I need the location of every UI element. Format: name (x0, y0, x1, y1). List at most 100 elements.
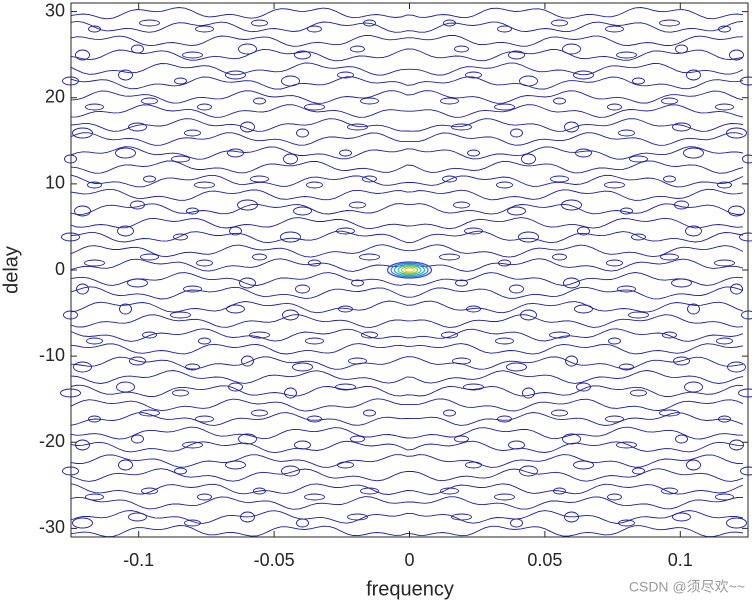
contour-line (685, 382, 703, 392)
contour-line (727, 518, 747, 528)
contour-line (632, 234, 646, 240)
contour-line (522, 154, 536, 164)
watermark: CSDN @须尽欢~~ (629, 579, 745, 595)
contour-line (71, 231, 743, 243)
contour-line (282, 466, 300, 476)
contour-line (252, 410, 268, 416)
contour-line (308, 26, 322, 32)
contour-line (185, 130, 201, 136)
contour-line (633, 468, 645, 474)
contour-line (629, 312, 649, 318)
contour-line (663, 332, 677, 338)
contour-line (171, 312, 191, 318)
contour-line (88, 182, 102, 188)
contour-line (495, 104, 515, 110)
contour-line (466, 462, 482, 468)
contour-line (308, 416, 322, 422)
contour-line (71, 35, 743, 46)
contour-line (576, 149, 592, 157)
contour-line (71, 245, 743, 257)
x-tick-label: 0.1 (668, 550, 693, 570)
contour-line (71, 526, 743, 537)
contour-line (71, 357, 743, 370)
contour-line (128, 279, 148, 287)
contour-line (662, 98, 678, 104)
y-tick-label: -10 (39, 345, 65, 365)
contour-line (496, 338, 514, 344)
x-tick-label: -0.05 (254, 550, 295, 570)
contour-line (119, 70, 133, 80)
contour-line (71, 8, 743, 19)
y-tick-label: 10 (45, 173, 65, 193)
contour-line (238, 200, 258, 210)
contour-line (507, 363, 527, 371)
contour-line (297, 519, 309, 527)
contour-line (195, 182, 215, 188)
contour-line (364, 410, 376, 416)
contour-line (662, 488, 678, 494)
contour-line (554, 98, 566, 104)
contour-line (564, 278, 580, 288)
contour-line (71, 147, 743, 160)
contour-line (676, 45, 688, 53)
contour-line (197, 260, 213, 266)
contour-line (281, 232, 301, 242)
contour-line (618, 286, 636, 292)
contour-line (227, 305, 245, 313)
contour-line (142, 488, 158, 494)
contour-line (443, 176, 457, 182)
contour-line (441, 98, 459, 104)
y-axis-label: delay (0, 246, 22, 294)
contour-line (282, 76, 300, 86)
contour-line (619, 130, 635, 136)
contour-line (253, 254, 267, 260)
contour-line (71, 133, 743, 146)
contour-line (511, 519, 523, 527)
contour-line (71, 49, 743, 61)
y-tick-label: 30 (45, 0, 65, 20)
contour-line (71, 427, 743, 439)
contour-line (523, 388, 535, 398)
contour-line (307, 182, 323, 188)
contour-line (575, 305, 593, 313)
contour-line (509, 441, 525, 449)
contour-line (731, 284, 743, 294)
x-axis-label: frequency (366, 578, 454, 600)
contour-line (672, 279, 692, 287)
contour-line (71, 399, 743, 411)
contour-line (198, 104, 212, 110)
contour-line (305, 104, 325, 110)
contour-line (71, 344, 743, 355)
contour-line (71, 287, 743, 299)
x-tick-label: -0.1 (123, 550, 154, 570)
plot-frame (71, 3, 748, 537)
contour-line (175, 78, 187, 84)
y-tick-label: 20 (45, 86, 65, 106)
contour-line (349, 358, 367, 364)
contour-line (350, 202, 366, 208)
contour-line (455, 46, 469, 52)
contour-line (444, 410, 456, 416)
contour-line (254, 98, 266, 104)
x-tick-label: 0 (404, 550, 414, 570)
contour-line (71, 105, 743, 118)
contour-line (741, 467, 752, 475)
contour-line (360, 254, 380, 260)
contour-line (605, 182, 625, 188)
contour-line (606, 26, 624, 32)
contour-line (183, 442, 203, 448)
contour-line (715, 260, 735, 266)
contour-line (295, 441, 311, 449)
contour-line (296, 285, 310, 293)
contour-line (508, 207, 526, 215)
contour-line (239, 44, 257, 54)
contour-line (129, 513, 147, 521)
y-tick-label: -30 (39, 517, 65, 537)
contour-line (198, 494, 212, 500)
contour-line (71, 175, 743, 187)
contour-line (251, 176, 269, 182)
contour-line (606, 416, 624, 422)
contour-line (495, 494, 515, 500)
contour-line (608, 104, 622, 110)
